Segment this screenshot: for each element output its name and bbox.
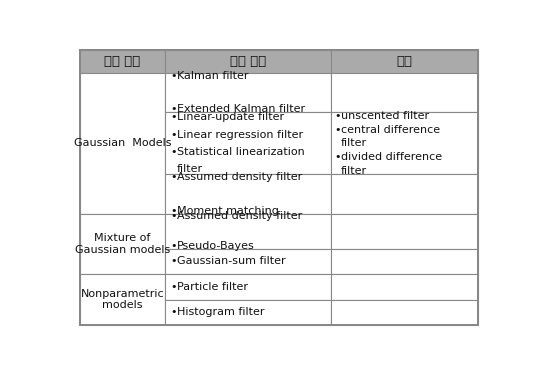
Text: •: • bbox=[170, 307, 177, 317]
Text: Histogram filter: Histogram filter bbox=[177, 307, 265, 317]
Bar bbox=[80, 50, 165, 73]
Text: 확률 모델: 확률 모델 bbox=[104, 55, 141, 68]
Text: Linear-update filter: Linear-update filter bbox=[177, 112, 285, 122]
Text: Gaussian-sum filter: Gaussian-sum filter bbox=[177, 256, 286, 266]
Bar bbox=[331, 299, 478, 325]
Text: Mixture of
Gaussian models: Mixture of Gaussian models bbox=[75, 233, 170, 255]
Text: •: • bbox=[170, 211, 177, 221]
Text: •: • bbox=[170, 241, 177, 251]
Text: unscented filter: unscented filter bbox=[341, 111, 429, 121]
Bar bbox=[331, 112, 478, 174]
Text: divided difference: divided difference bbox=[341, 152, 442, 162]
Text: •: • bbox=[170, 112, 177, 122]
Text: 추적 기술: 추적 기술 bbox=[230, 55, 266, 68]
Bar bbox=[165, 214, 331, 249]
Text: central difference: central difference bbox=[341, 125, 440, 135]
Bar bbox=[331, 274, 478, 299]
Text: Extended Kalman filter: Extended Kalman filter bbox=[177, 104, 305, 114]
Text: •: • bbox=[170, 256, 177, 266]
Bar bbox=[165, 112, 331, 174]
Text: Gaussian  Models: Gaussian Models bbox=[74, 138, 171, 148]
Text: Assumed density filter: Assumed density filter bbox=[177, 211, 302, 221]
Text: filter: filter bbox=[341, 138, 367, 148]
Text: •: • bbox=[335, 152, 341, 162]
Bar bbox=[331, 73, 478, 112]
Text: •: • bbox=[170, 147, 177, 157]
Text: •: • bbox=[170, 173, 177, 183]
Bar bbox=[80, 274, 165, 325]
Text: Kalman filter: Kalman filter bbox=[177, 71, 249, 81]
Text: •: • bbox=[170, 71, 177, 81]
Bar bbox=[165, 50, 331, 73]
Text: Statistical linearization: Statistical linearization bbox=[177, 147, 305, 157]
Text: •: • bbox=[170, 206, 177, 216]
Text: Nonparametric
models: Nonparametric models bbox=[81, 289, 164, 311]
Bar bbox=[165, 174, 331, 214]
Text: •: • bbox=[170, 104, 177, 114]
Text: •: • bbox=[170, 130, 177, 140]
Bar bbox=[165, 299, 331, 325]
Text: Linear regression filter: Linear regression filter bbox=[177, 130, 304, 140]
Bar bbox=[331, 50, 478, 73]
Bar bbox=[165, 274, 331, 299]
Text: •: • bbox=[335, 111, 341, 121]
Bar bbox=[165, 249, 331, 274]
Text: Moment matching: Moment matching bbox=[177, 206, 279, 216]
Text: filter: filter bbox=[177, 164, 203, 174]
Bar bbox=[165, 73, 331, 112]
Text: Assumed density filter: Assumed density filter bbox=[177, 173, 302, 183]
Text: filter: filter bbox=[341, 165, 367, 175]
Bar bbox=[80, 214, 165, 274]
Text: •: • bbox=[335, 125, 341, 135]
Text: •: • bbox=[170, 282, 177, 292]
Bar bbox=[331, 249, 478, 274]
Bar bbox=[331, 214, 478, 249]
Text: Particle filter: Particle filter bbox=[177, 282, 248, 292]
Text: 비고: 비고 bbox=[396, 55, 412, 68]
Bar bbox=[331, 174, 478, 214]
Text: Pseudo-Bayes: Pseudo-Bayes bbox=[177, 241, 255, 251]
Bar bbox=[80, 73, 165, 214]
